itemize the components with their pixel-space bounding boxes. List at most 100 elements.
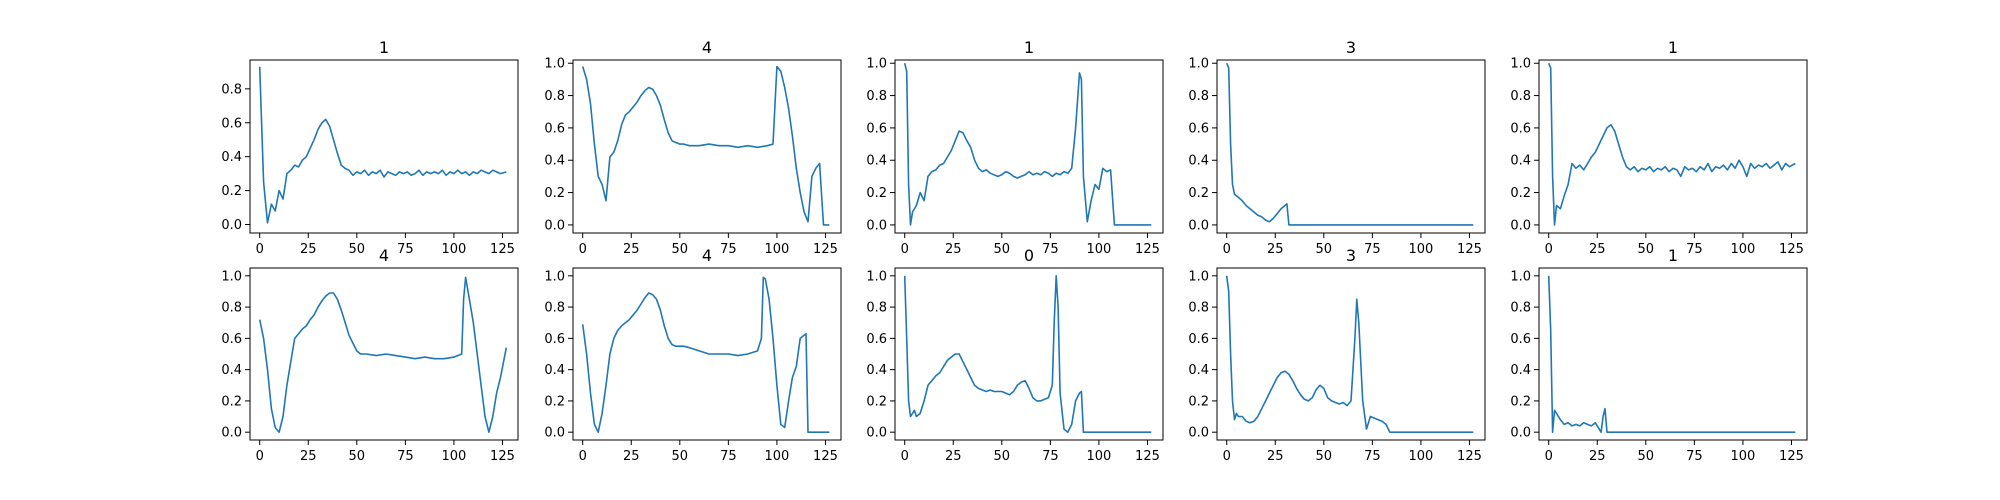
axes-frame [572,267,842,441]
axes-frame [249,59,519,234]
y-tick-label: 0.4 [221,150,242,165]
x-tick-label: 50 [349,242,366,257]
subplot-4: 0 25 50 75 100 125 0.0 0.2 0.4 0.6 0.8 1.0 3 [1188,38,1486,257]
y-tick-label: 1.0 [544,57,565,72]
x-tick-label: 0 [1545,449,1553,464]
y-tick-label: 0.6 [866,121,887,136]
y-tick-label: 1.0 [221,269,242,284]
y-tick-label: 0.6 [221,116,242,131]
x-tick-label: 25 [300,449,317,464]
y-tick-label: 0.6 [1188,121,1209,136]
x-tick-label: 25 [1267,449,1284,464]
y-tick-label: 0.6 [1510,332,1531,347]
y-tick-label: 0.4 [221,363,242,378]
series-line [1225,275,1474,434]
subplot-8: 0 25 50 75 100 125 0.0 0.2 0.4 0.6 0.8 1.0 0 [866,246,1164,464]
x-tick-label: 25 [1267,242,1284,257]
x-tick-label: 75 [720,449,737,464]
subplot-title: 4 [702,38,712,57]
y-tick-label: 0.4 [1510,154,1531,169]
y-tick-label: 0.8 [1188,301,1209,316]
y-tick-label: 0.8 [221,301,242,316]
y-tick-label: 0.8 [866,301,887,316]
series-line [581,276,830,434]
x-tick-label: 50 [1316,449,1333,464]
y-tick-label: 1.0 [866,57,887,72]
subplot-10: 0 25 50 75 100 125 0.0 0.2 0.4 0.6 0.8 1.0 1 [1510,246,1808,464]
x-tick-label: 75 [397,242,414,257]
y-tick-label: 0.8 [1188,89,1209,104]
y-tick-label: 1.0 [1510,57,1531,72]
axes-frame [1538,267,1808,441]
x-tick-label: 0 [579,242,587,257]
y-tick-label: 0.4 [1188,363,1209,378]
x-tick-label: 25 [300,242,317,257]
x-tick-label: 50 [349,449,366,464]
x-tick-label: 50 [672,449,689,464]
x-tick-label: 125 [1457,242,1482,257]
y-tick-label: 0.4 [1188,154,1209,169]
y-tick-label: 0.8 [1510,89,1531,104]
x-tick-label: 100 [1408,449,1433,464]
y-tick-label: 0.2 [221,394,242,409]
x-tick-label: 125 [1457,449,1482,464]
series-line [581,65,830,226]
series-line [903,63,1152,226]
y-tick-label: 0.8 [866,89,887,104]
y-tick-label: 0.6 [544,121,565,136]
y-tick-label: 0.2 [866,394,887,409]
y-tick-label: 0.2 [866,186,887,201]
subplot-7: 0 25 50 75 100 125 0.0 0.2 0.4 0.6 0.8 1.0 4 [544,246,842,464]
x-tick-label: 125 [813,242,838,257]
x-tick-label: 125 [490,242,515,257]
x-tick-label: 75 [1364,449,1381,464]
y-tick-label: 0.0 [1188,426,1209,441]
y-tick-label: 0.0 [544,218,565,233]
y-tick-label: 0.6 [866,332,887,347]
axes-frame [572,59,842,234]
x-tick-label: 100 [1086,242,1111,257]
x-tick-label: 75 [720,242,737,257]
y-tick-label: 0.6 [1188,332,1209,347]
x-tick-label: 50 [994,449,1011,464]
x-tick-label: 100 [764,242,789,257]
subplot-title: 1 [1668,246,1678,265]
y-tick-label: 0.6 [544,332,565,347]
x-tick-label: 100 [441,449,466,464]
y-tick-label: 0.0 [1510,426,1531,441]
y-tick-label: 0.2 [1510,394,1531,409]
x-tick-label: 0 [1223,449,1231,464]
x-tick-label: 50 [1638,449,1655,464]
y-tick-label: 1.0 [866,269,887,284]
y-tick-label: 0.0 [1188,218,1209,233]
axes-frame [249,267,519,441]
y-tick-label: 0.2 [1188,186,1209,201]
x-tick-label: 125 [1135,449,1160,464]
x-tick-label: 75 [1364,242,1381,257]
y-tick-label: 0.2 [544,394,565,409]
x-tick-label: 75 [1686,242,1703,257]
x-tick-label: 100 [764,449,789,464]
y-tick-label: 0.4 [866,363,887,378]
x-tick-label: 75 [1686,449,1703,464]
x-tick-label: 75 [1042,449,1059,464]
y-tick-label: 1.0 [544,269,565,284]
x-tick-label: 75 [397,449,414,464]
series-line [1547,62,1796,226]
y-tick-label: 0.8 [221,82,242,97]
x-tick-label: 125 [1779,242,1804,257]
x-tick-label: 0 [579,449,587,464]
x-tick-label: 0 [1545,242,1553,257]
y-tick-label: 0.4 [866,154,887,169]
axes-frame [894,59,1164,234]
x-tick-label: 100 [1086,449,1111,464]
subplot-title: 4 [702,246,712,265]
y-tick-label: 1.0 [1510,269,1531,284]
y-tick-label: 0.0 [1510,218,1531,233]
subplot-title: 1 [1024,38,1034,57]
axes-frame [1216,267,1486,441]
subplot-title: 1 [379,38,389,57]
series-line [903,274,1152,434]
y-tick-label: 0.2 [221,184,242,199]
